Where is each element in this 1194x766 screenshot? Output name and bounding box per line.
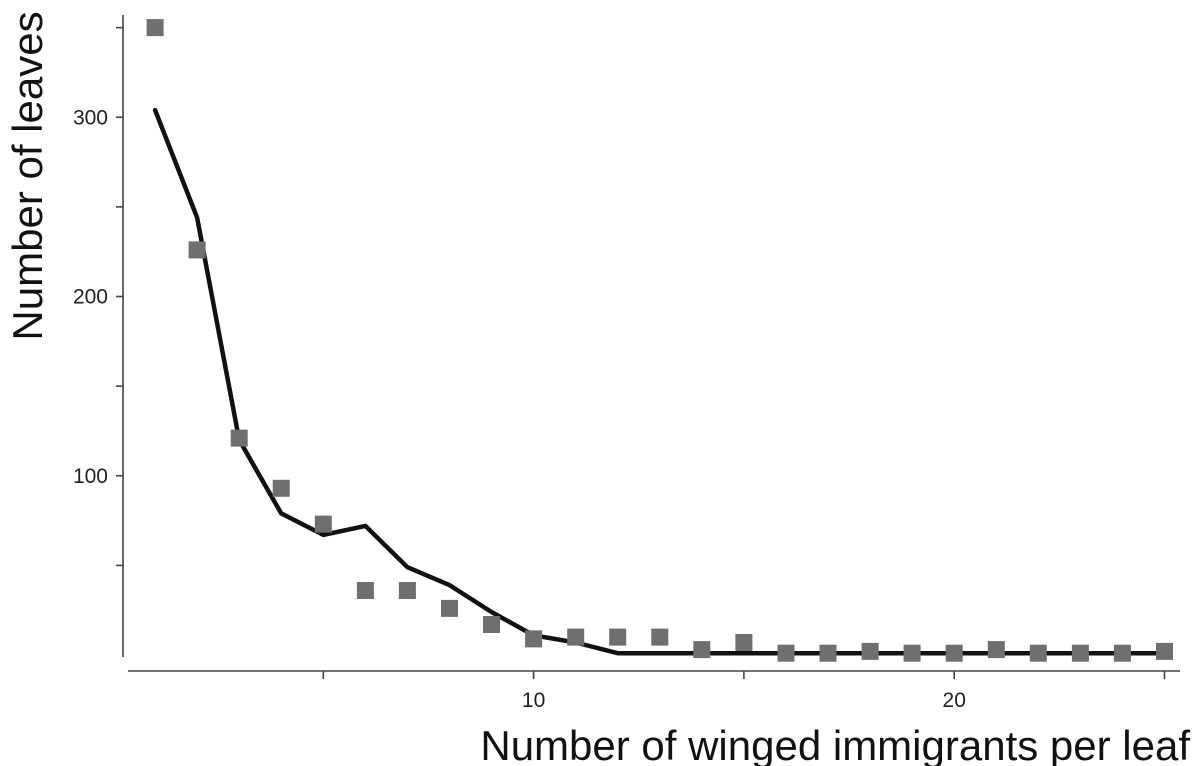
x-tick-label: 20 — [943, 689, 966, 712]
fitted-line — [152, 107, 1167, 656]
data-point — [567, 628, 585, 646]
axes: 100 200 300 10 20 — [73, 15, 1180, 712]
data-point — [1029, 644, 1047, 662]
data-point — [146, 19, 164, 37]
data-point — [483, 616, 500, 633]
data-point — [1113, 644, 1131, 662]
x-tick-label: 10 — [522, 689, 545, 712]
data-point — [819, 644, 837, 662]
data-point — [945, 644, 963, 662]
data-point — [314, 515, 332, 533]
data-point — [188, 241, 206, 259]
x-axis-label: Number of winged immigrants per leaf — [480, 722, 1190, 766]
y-axis-label: Number of leaves — [4, 11, 51, 340]
data-point — [735, 634, 753, 651]
data-point — [272, 479, 290, 497]
data-point — [1071, 644, 1089, 662]
data-point — [777, 644, 795, 662]
y-tick-label: 100 — [73, 465, 108, 488]
data-point — [693, 641, 711, 659]
data-point — [861, 642, 879, 660]
data-point — [230, 429, 248, 447]
data-point — [525, 630, 543, 648]
data-point — [609, 628, 627, 646]
data-point — [398, 582, 416, 599]
data-point — [903, 644, 921, 662]
y-tick-label: 200 — [73, 286, 108, 309]
data-point — [987, 641, 1005, 659]
plot-marks — [146, 19, 1173, 662]
data-point — [356, 582, 374, 599]
data-point — [1156, 642, 1173, 660]
data-point — [651, 628, 669, 646]
data-point — [441, 599, 458, 617]
y-tick-label: 300 — [73, 106, 108, 129]
